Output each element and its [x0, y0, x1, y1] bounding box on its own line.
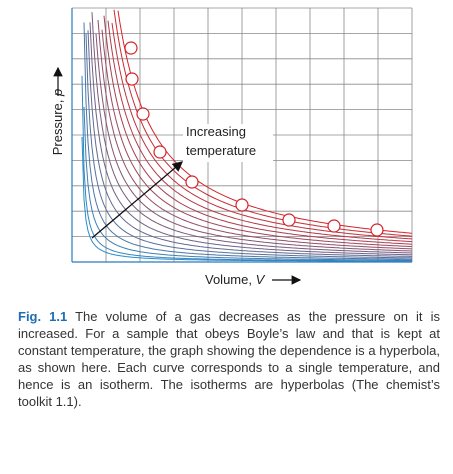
caption-label: Fig. 1.1 [18, 309, 68, 324]
y-axis-label: Pressure, p [50, 89, 65, 155]
isotherm [107, 20, 413, 243]
isotherm [117, 10, 413, 234]
isotherm [101, 29, 413, 248]
caption: Fig. 1.1 The volume of a gas decreases a… [18, 308, 440, 410]
figure: Increasing temperature Pressure, p Volum… [50, 7, 413, 287]
isotherm [111, 22, 413, 240]
isotherm [83, 106, 412, 261]
data-point [124, 41, 138, 55]
x-axis-label: Volume, V [205, 272, 266, 287]
data-points [124, 41, 384, 237]
annotation: Increasing [186, 124, 246, 139]
annotation: temperature [186, 143, 256, 158]
data-point [327, 219, 341, 233]
data-point [185, 175, 199, 189]
data-point [235, 198, 249, 212]
x-axis-label-text: Volume, [205, 272, 256, 287]
isotherm [85, 33, 413, 259]
data-point [125, 72, 139, 86]
data-point [136, 107, 150, 121]
isotherm [95, 33, 413, 252]
data-point [153, 145, 167, 159]
annotation-background [183, 124, 273, 162]
isotherms [81, 9, 413, 262]
x-axis-symbol: V [256, 272, 266, 287]
caption-text: The volume of a gas decreases as the pre… [18, 309, 440, 409]
isotherm [89, 22, 413, 256]
isotherm [91, 12, 413, 254]
isotherm [113, 9, 413, 237]
data-point [282, 213, 296, 227]
temperature-arrow [91, 161, 183, 239]
y-axis-label-text: Pressure, [50, 96, 65, 155]
isotherm [97, 19, 413, 250]
isotherm [81, 75, 412, 262]
data-point [370, 223, 384, 237]
isotherm [83, 22, 412, 260]
isotherm [87, 30, 412, 257]
isotherm [103, 15, 413, 245]
